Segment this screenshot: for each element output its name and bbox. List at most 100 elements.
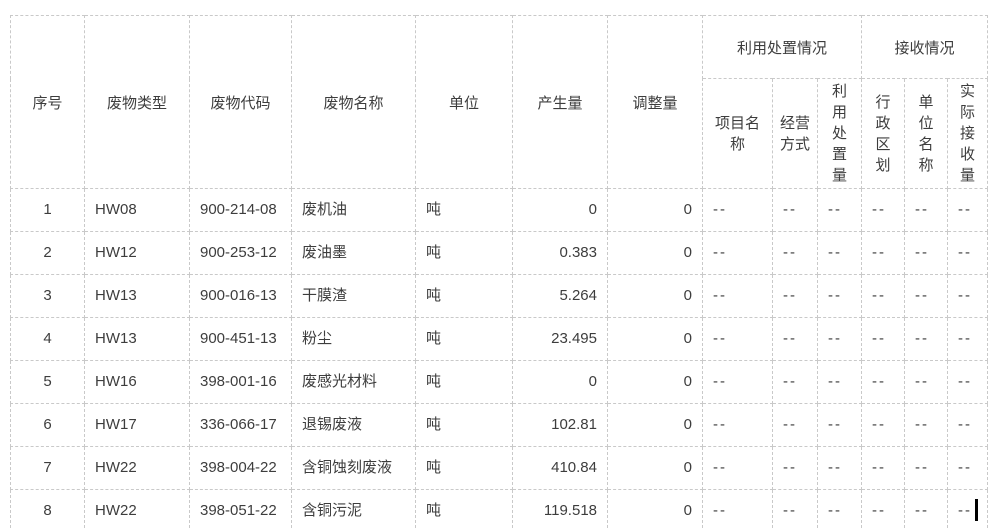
- cell-admin-division[interactable]: --: [861, 489, 906, 530]
- cell-serial-number[interactable]: 3: [10, 274, 85, 318]
- cell-waste-name[interactable]: 废油墨: [291, 231, 416, 275]
- cell-disposal-amount[interactable]: --: [816, 360, 863, 404]
- cell-unit-name[interactable]: --: [904, 403, 949, 447]
- cell-project-name[interactable]: --: [702, 274, 773, 318]
- cell-waste-code[interactable]: 900-451-13: [189, 317, 292, 361]
- cell-waste-name[interactable]: 含铜蚀刻废液: [291, 446, 416, 490]
- cell-operation-mode[interactable]: --: [772, 360, 818, 404]
- cell-admin-division[interactable]: --: [861, 188, 906, 232]
- cell-actual-received[interactable]: --: [947, 360, 989, 404]
- cell-generated-amount[interactable]: 119.518: [512, 489, 608, 530]
- cell-unit[interactable]: 吨: [415, 274, 513, 318]
- cell-waste-type[interactable]: HW08: [84, 188, 190, 232]
- cell-unit-name[interactable]: --: [904, 231, 949, 275]
- cell-serial-number[interactable]: 6: [10, 403, 85, 447]
- cell-operation-mode[interactable]: --: [772, 446, 818, 490]
- cell-actual-received[interactable]: --: [947, 403, 989, 447]
- cell-waste-type[interactable]: HW17: [84, 403, 190, 447]
- cell-waste-name[interactable]: 退锡废液: [291, 403, 416, 447]
- cell-waste-code[interactable]: 900-253-12: [189, 231, 292, 275]
- cell-admin-division[interactable]: --: [861, 231, 906, 275]
- cell-unit-name[interactable]: --: [904, 489, 949, 530]
- cell-generated-amount[interactable]: 23.495: [512, 317, 608, 361]
- cell-unit[interactable]: 吨: [415, 446, 513, 490]
- cell-project-name[interactable]: --: [702, 317, 773, 361]
- cell-waste-name[interactable]: 粉尘: [291, 317, 416, 361]
- cell-unit-name[interactable]: --: [904, 446, 949, 490]
- cell-actual-received[interactable]: --: [947, 446, 989, 490]
- cell-operation-mode[interactable]: --: [772, 317, 818, 361]
- cell-project-name[interactable]: --: [702, 360, 773, 404]
- cell-generated-amount[interactable]: 0: [512, 360, 608, 404]
- cell-waste-name[interactable]: 干膜渣: [291, 274, 416, 318]
- cell-waste-name[interactable]: 废机油: [291, 188, 416, 232]
- cell-waste-code[interactable]: 398-001-16: [189, 360, 292, 404]
- cell-adjusted-amount[interactable]: 0: [607, 317, 703, 361]
- cell-unit[interactable]: 吨: [415, 188, 513, 232]
- cell-waste-code[interactable]: 900-016-13: [189, 274, 292, 318]
- cell-operation-mode[interactable]: --: [772, 231, 818, 275]
- cell-disposal-amount[interactable]: --: [816, 188, 863, 232]
- cell-actual-received[interactable]: --: [947, 489, 989, 530]
- cell-operation-mode[interactable]: --: [772, 188, 818, 232]
- cell-generated-amount[interactable]: 0.383: [512, 231, 608, 275]
- cell-adjusted-amount[interactable]: 0: [607, 403, 703, 447]
- cell-unit[interactable]: 吨: [415, 403, 513, 447]
- cell-project-name[interactable]: --: [702, 403, 773, 447]
- cell-unit[interactable]: 吨: [415, 231, 513, 275]
- cell-adjusted-amount[interactable]: 0: [607, 360, 703, 404]
- cell-project-name[interactable]: --: [702, 188, 773, 232]
- cell-disposal-amount[interactable]: --: [816, 317, 863, 361]
- cell-serial-number[interactable]: 8: [10, 489, 85, 530]
- cell-adjusted-amount[interactable]: 0: [607, 489, 703, 530]
- cell-waste-type[interactable]: HW22: [84, 446, 190, 490]
- cell-disposal-amount[interactable]: --: [816, 403, 863, 447]
- cell-waste-code[interactable]: 900-214-08: [189, 188, 292, 232]
- cell-actual-received[interactable]: --: [947, 317, 989, 361]
- cell-operation-mode[interactable]: --: [772, 274, 818, 318]
- cell-unit-name[interactable]: --: [904, 360, 949, 404]
- cell-waste-code[interactable]: 336-066-17: [189, 403, 292, 447]
- cell-waste-code[interactable]: 398-004-22: [189, 446, 292, 490]
- cell-actual-received[interactable]: --: [947, 274, 989, 318]
- cell-actual-received[interactable]: --: [947, 188, 989, 232]
- cell-operation-mode[interactable]: --: [772, 489, 818, 530]
- cell-serial-number[interactable]: 7: [10, 446, 85, 490]
- cell-disposal-amount[interactable]: --: [816, 231, 863, 275]
- cell-disposal-amount[interactable]: --: [816, 446, 863, 490]
- cell-waste-type[interactable]: HW12: [84, 231, 190, 275]
- cell-unit[interactable]: 吨: [415, 489, 513, 530]
- cell-project-name[interactable]: --: [702, 489, 773, 530]
- cell-unit-name[interactable]: --: [904, 274, 949, 318]
- cell-generated-amount[interactable]: 5.264: [512, 274, 608, 318]
- cell-waste-name[interactable]: 含铜污泥: [291, 489, 416, 530]
- cell-generated-amount[interactable]: 0: [512, 188, 608, 232]
- cell-waste-type[interactable]: HW16: [84, 360, 190, 404]
- cell-project-name[interactable]: --: [702, 446, 773, 490]
- cell-admin-division[interactable]: --: [861, 446, 906, 490]
- cell-waste-name[interactable]: 废感光材料: [291, 360, 416, 404]
- cell-waste-type[interactable]: HW13: [84, 274, 190, 318]
- cell-adjusted-amount[interactable]: 0: [607, 231, 703, 275]
- cell-disposal-amount[interactable]: --: [816, 489, 863, 530]
- cell-adjusted-amount[interactable]: 0: [607, 446, 703, 490]
- cell-waste-type[interactable]: HW22: [84, 489, 190, 530]
- cell-unit-name[interactable]: --: [904, 317, 949, 361]
- cell-actual-received[interactable]: --: [947, 231, 989, 275]
- cell-generated-amount[interactable]: 410.84: [512, 446, 608, 490]
- cell-generated-amount[interactable]: 102.81: [512, 403, 608, 447]
- cell-serial-number[interactable]: 1: [10, 188, 85, 232]
- cell-waste-code[interactable]: 398-051-22: [189, 489, 292, 530]
- cell-admin-division[interactable]: --: [861, 360, 906, 404]
- cell-adjusted-amount[interactable]: 0: [607, 188, 703, 232]
- cell-unit-name[interactable]: --: [904, 188, 949, 232]
- cell-serial-number[interactable]: 2: [10, 231, 85, 275]
- cell-serial-number[interactable]: 4: [10, 317, 85, 361]
- cell-unit[interactable]: 吨: [415, 360, 513, 404]
- cell-admin-division[interactable]: --: [861, 317, 906, 361]
- cell-admin-division[interactable]: --: [861, 403, 906, 447]
- cell-waste-type[interactable]: HW13: [84, 317, 190, 361]
- cell-serial-number[interactable]: 5: [10, 360, 85, 404]
- cell-unit[interactable]: 吨: [415, 317, 513, 361]
- cell-disposal-amount[interactable]: --: [816, 274, 863, 318]
